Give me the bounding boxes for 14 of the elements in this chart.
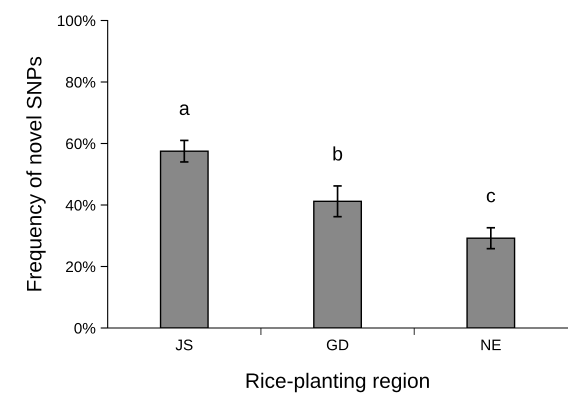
x-axis-title: Rice-planting region <box>246 372 429 392</box>
y-tick-label: 0% <box>74 322 96 334</box>
y-axis-title: Frequency of novel SNPs <box>26 56 46 291</box>
y-tick-label: 80% <box>66 76 96 88</box>
y-tick-label: 40% <box>66 200 96 211</box>
annotation: c <box>486 192 496 202</box>
annotation: b <box>333 146 342 161</box>
y-tick-label: 60% <box>66 138 96 150</box>
y-tick-label: 100% <box>58 15 96 26</box>
y-tick-label: 20% <box>66 261 96 272</box>
x-tick-label: JS <box>176 340 193 350</box>
x-tick-label: NE <box>481 340 501 350</box>
annotation: a <box>180 104 190 116</box>
x-tick-label: GD <box>326 340 348 350</box>
